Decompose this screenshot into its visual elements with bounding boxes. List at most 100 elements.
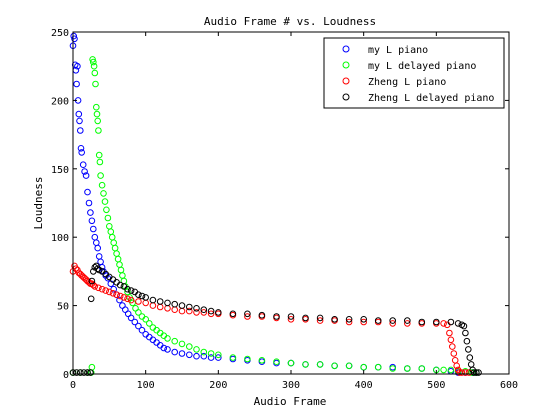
data-point xyxy=(229,354,237,361)
data-point xyxy=(90,62,98,70)
data-point xyxy=(200,309,208,316)
data-point xyxy=(113,291,120,299)
data-point xyxy=(124,288,131,296)
data-point xyxy=(447,366,455,374)
data-point xyxy=(207,307,215,315)
data-point xyxy=(93,110,101,118)
data-point xyxy=(215,351,222,359)
data-point xyxy=(200,348,208,356)
series-3 xyxy=(69,262,482,376)
data-point xyxy=(135,309,142,316)
data-point xyxy=(316,361,324,368)
data-point xyxy=(465,346,472,353)
data-point xyxy=(462,369,469,376)
legend-marker xyxy=(342,77,350,85)
legend-marker xyxy=(342,93,350,101)
legend-marker xyxy=(342,45,350,53)
data-point xyxy=(345,318,353,326)
data-point xyxy=(104,214,112,222)
data-point xyxy=(102,287,109,294)
data-point xyxy=(404,365,411,372)
data-point xyxy=(193,352,200,360)
data-point xyxy=(135,322,142,330)
data-point xyxy=(84,188,91,196)
legend-label: Zheng L delayed piano xyxy=(368,93,494,104)
data-point xyxy=(80,369,88,376)
data-point xyxy=(164,346,171,353)
data-point xyxy=(79,161,87,168)
data-point xyxy=(90,281,97,289)
data-point xyxy=(164,299,171,307)
data-point xyxy=(89,56,96,63)
data-point xyxy=(302,361,309,368)
data-point xyxy=(374,363,382,371)
data-point xyxy=(447,318,455,326)
data-point xyxy=(360,316,368,323)
series-2 xyxy=(69,262,473,376)
data-point xyxy=(207,354,215,361)
data-point xyxy=(127,314,135,322)
data-point xyxy=(87,209,94,216)
y-axis-ticks: 0 50 100 150 200 250 xyxy=(51,28,509,381)
data-point xyxy=(84,369,91,376)
data-point xyxy=(94,244,101,252)
data-point xyxy=(463,337,471,345)
y-tick-label: 50 xyxy=(57,302,69,313)
data-point xyxy=(127,287,135,294)
data-point xyxy=(101,198,109,205)
data-point xyxy=(131,318,139,326)
data-point xyxy=(244,313,251,320)
data-point xyxy=(135,298,142,305)
data-point xyxy=(103,206,110,214)
data-point xyxy=(462,329,469,337)
data-point xyxy=(116,292,124,300)
data-point xyxy=(127,296,135,304)
data-point xyxy=(404,320,411,327)
legend-label: Zheng L piano xyxy=(368,77,446,88)
data-point xyxy=(88,277,96,285)
legend: my L piano my L delayed piano Zheng L pian… xyxy=(323,37,505,109)
data-point xyxy=(302,314,309,322)
x-axis-label: Audio Frame xyxy=(254,395,327,408)
data-point xyxy=(109,290,117,297)
data-point xyxy=(96,158,104,166)
data-point xyxy=(77,127,84,134)
data-point xyxy=(389,365,397,372)
data-point xyxy=(258,311,266,319)
x-tick-label: 0 xyxy=(70,380,76,391)
data-point xyxy=(92,80,99,88)
data-point xyxy=(360,318,368,326)
data-point xyxy=(449,343,456,350)
legend-label: my L delayed piano xyxy=(368,61,476,72)
data-point xyxy=(345,316,353,323)
data-point xyxy=(440,320,447,327)
data-point xyxy=(93,103,100,111)
y-axis-label: Loudness xyxy=(32,177,45,230)
data-point xyxy=(193,309,200,316)
data-point xyxy=(91,283,99,290)
chart-title: Audio Frame # vs. Loudness xyxy=(204,15,376,28)
data-point xyxy=(70,32,77,40)
data-point xyxy=(244,310,251,318)
data-point xyxy=(453,362,461,370)
data-point xyxy=(440,366,447,374)
data-point xyxy=(331,316,338,323)
data-point xyxy=(215,309,222,316)
data-point xyxy=(475,369,482,376)
data-point xyxy=(90,225,97,233)
data-point xyxy=(71,35,78,43)
data-point xyxy=(138,326,146,334)
data-point xyxy=(94,117,101,125)
data-point xyxy=(95,151,103,159)
data-point xyxy=(95,284,102,292)
data-point xyxy=(85,199,93,207)
y-tick-label: 200 xyxy=(51,96,69,107)
x-tick-label: 200 xyxy=(209,380,227,391)
y-tick-label: 150 xyxy=(51,165,69,176)
x-tick-label: 300 xyxy=(282,380,300,391)
data-point xyxy=(186,351,193,359)
data-point xyxy=(389,320,397,327)
data-point xyxy=(171,300,178,308)
data-point xyxy=(88,217,96,225)
data-point xyxy=(186,343,193,350)
